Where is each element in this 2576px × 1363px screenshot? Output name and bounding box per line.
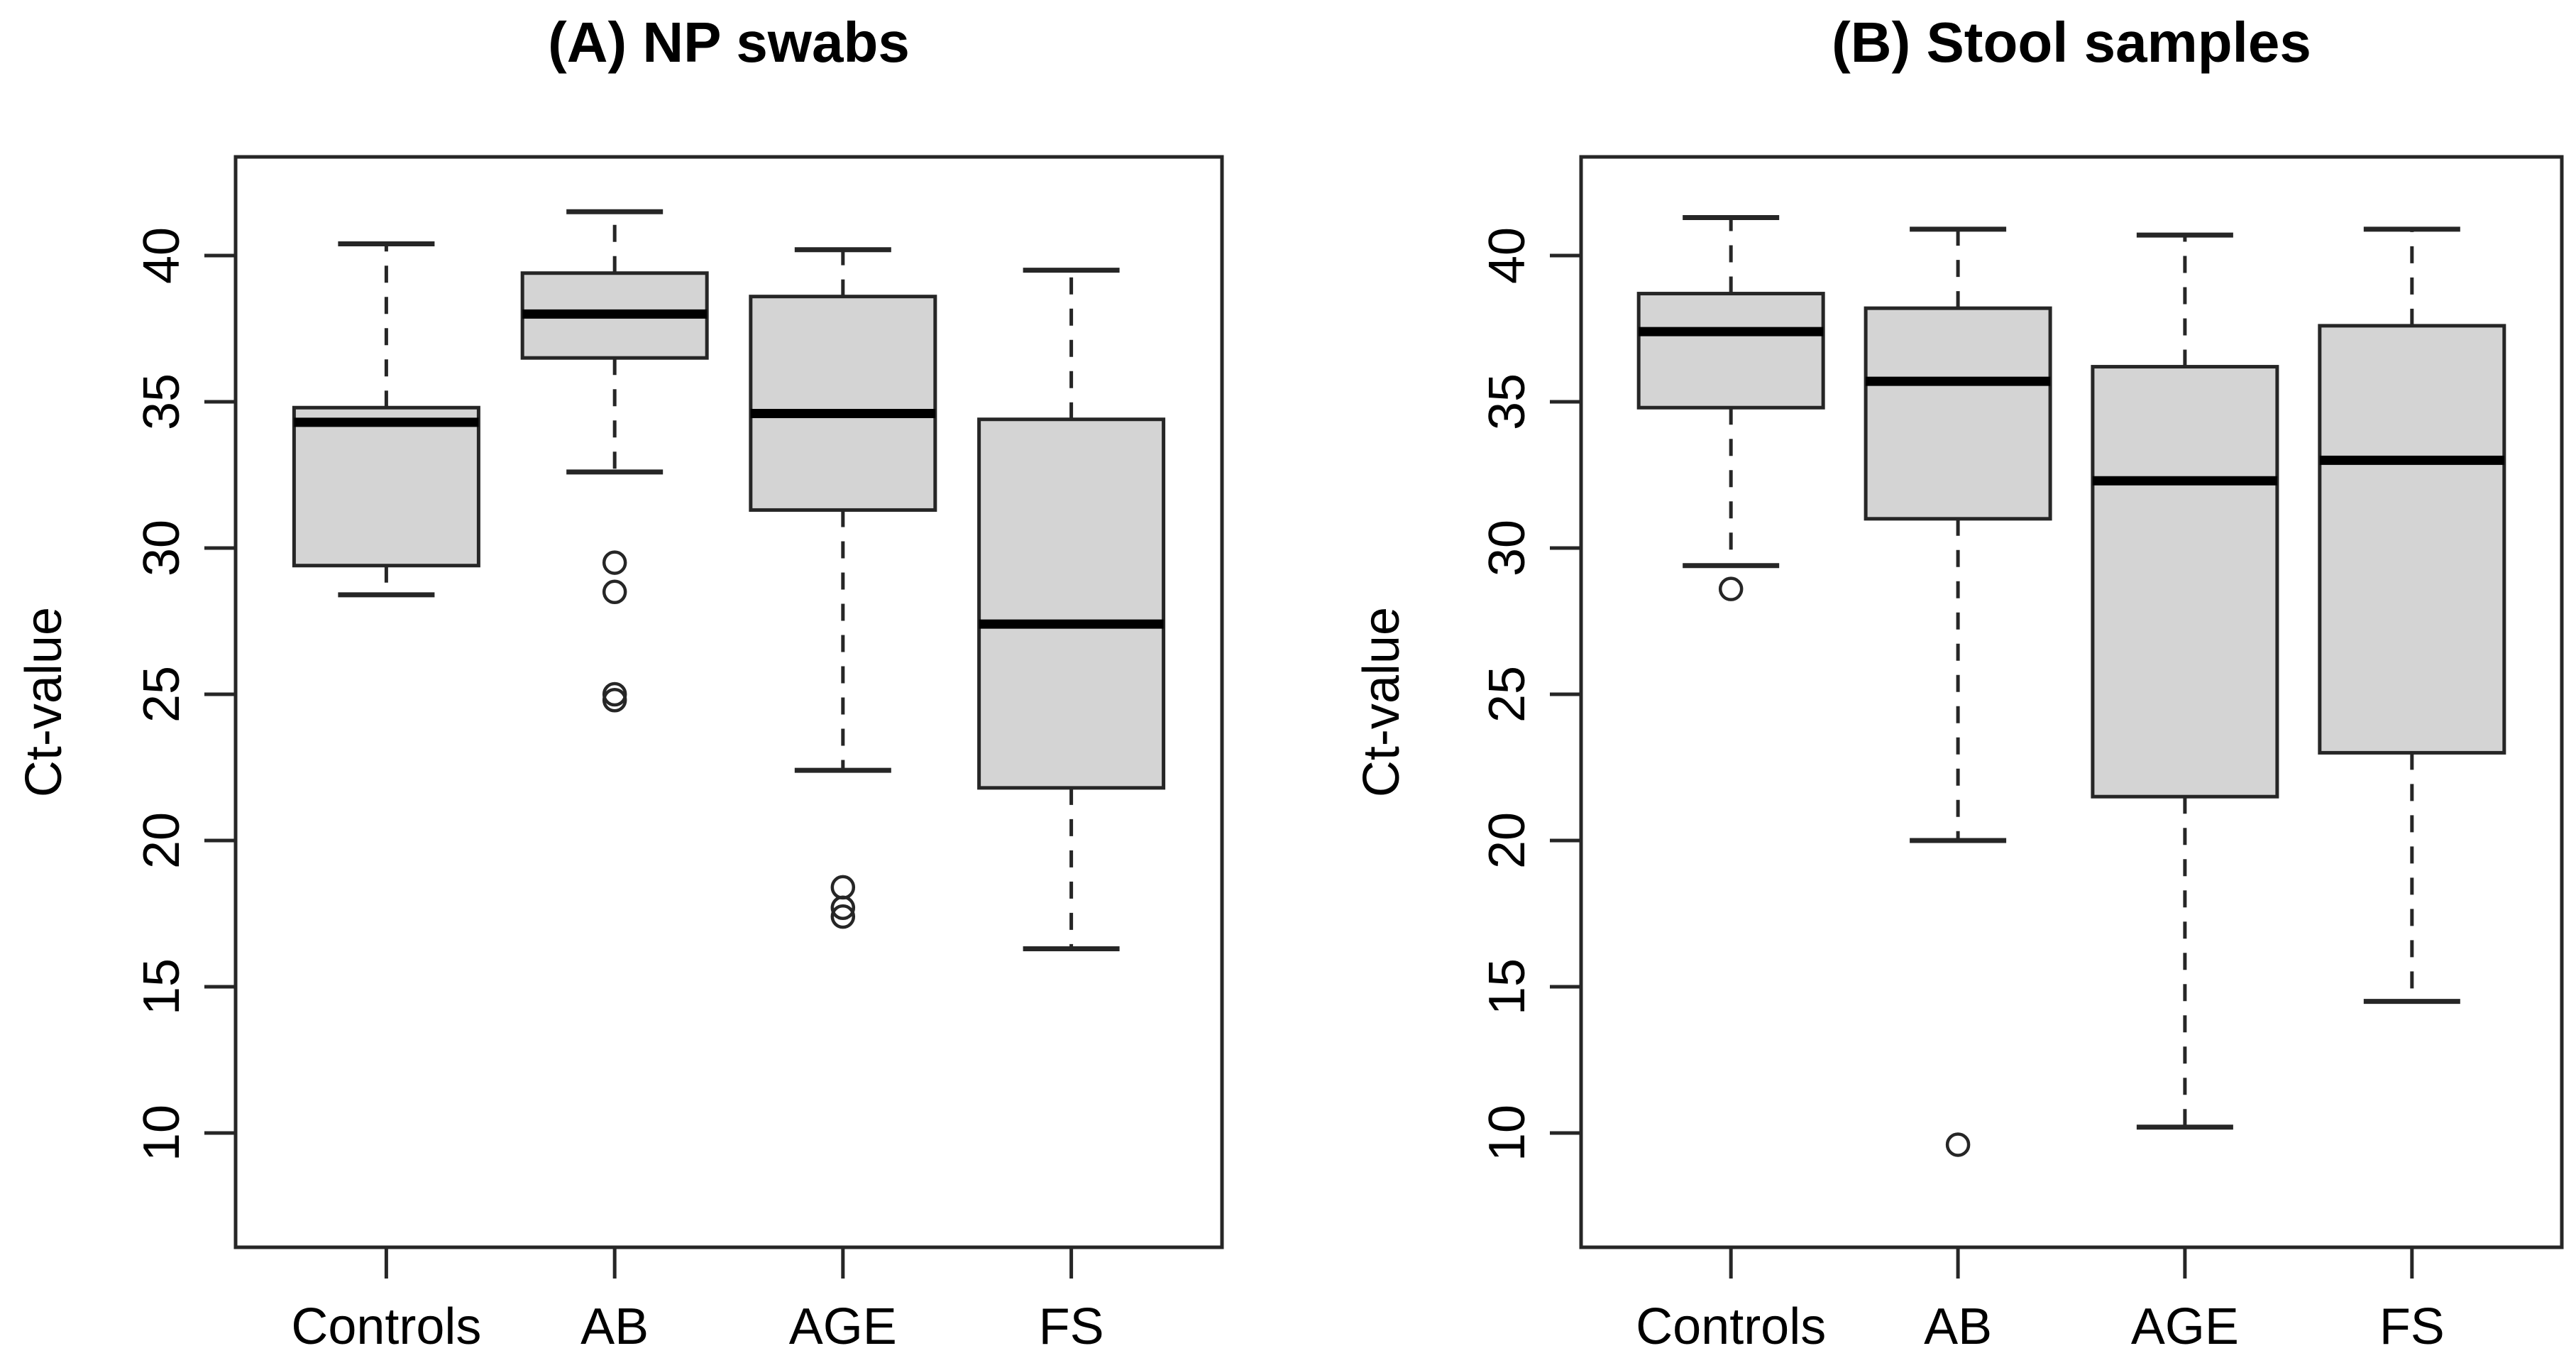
iqr-box <box>977 417 1166 790</box>
panel-a-x-tick-label-age: AGE <box>789 1298 897 1355</box>
panel-a-box-age <box>749 247 937 929</box>
panel-b-x-tick-label-controls: Controls <box>1636 1298 1826 1355</box>
panel-a-title: (A) NP swabs <box>548 11 910 74</box>
panel-b-title: (B) Stool samples <box>1832 11 2311 74</box>
panel-b-box-ab <box>1864 226 2052 1157</box>
panel-b-x-tick-label-ab: AB <box>1924 1298 1992 1355</box>
panel-b-y-tick-label: 10 <box>1479 1105 1536 1161</box>
panel-a-x-tick-label-fs: FS <box>1039 1298 1104 1355</box>
outlier-point <box>602 579 627 605</box>
outlier-point <box>1945 1132 1971 1157</box>
outlier-point <box>602 550 627 575</box>
panel-a-y-axis-label: Ct-value <box>16 606 72 798</box>
panel-b-y-tick-label: 15 <box>1479 958 1536 1015</box>
panel-b-plot-frame <box>1579 155 2564 1249</box>
panel-a-y-tick-label: 35 <box>133 373 190 430</box>
panel-a-y-tick-label: 25 <box>133 666 190 723</box>
panel-a-y-axis: 10 15 20 25 30 35 40 <box>133 227 236 1161</box>
panel-a-x-tick-label-ab: AB <box>580 1298 649 1355</box>
iqr-box <box>749 295 937 512</box>
panel-a: 10 15 20 25 30 35 40 Controls AB AGE FS <box>133 155 1224 1355</box>
iqr-box <box>2091 365 2279 799</box>
panel-b-x-tick-label-fs: FS <box>2379 1298 2445 1355</box>
panel-a-y-tick-label: 10 <box>133 1105 190 1161</box>
outlier-point <box>830 895 856 921</box>
panel-b: 10 15 20 25 30 35 40 Controls AB AGE FS <box>1479 155 2564 1355</box>
panel-b-y-tick-label: 40 <box>1479 227 1536 284</box>
iqr-box <box>1864 306 2052 521</box>
outlier-point <box>830 904 856 929</box>
panel-b-x-tick-label-age: AGE <box>2131 1298 2239 1355</box>
panel-a-y-tick-label: 30 <box>133 520 190 576</box>
panel-a-box-fs <box>977 268 1166 951</box>
panel-a-y-tick-label: 15 <box>133 958 190 1015</box>
panel-a-x-tick-label-controls: Controls <box>291 1298 481 1355</box>
iqr-box <box>1636 292 1825 410</box>
panel-b-box-age <box>2091 232 2279 1130</box>
panel-a-y-tick-label: 20 <box>133 812 190 869</box>
iqr-box <box>292 405 480 568</box>
panel-b-y-tick-label: 30 <box>1479 520 1536 576</box>
panel-a-x-axis: Controls AB AGE FS <box>291 1247 1104 1355</box>
outlier-point <box>830 875 856 900</box>
panel-b-box-fs <box>2318 226 2506 1005</box>
panel-b-y-axis: 10 15 20 25 30 35 40 <box>1479 227 1581 1161</box>
panel-a-y-tick-label: 40 <box>133 227 190 284</box>
panel-a-box-ab <box>520 209 709 713</box>
panel-b-y-tick-label: 25 <box>1479 666 1536 723</box>
panel-b-box-controls <box>1636 214 1825 601</box>
outlier-point <box>1718 576 1744 601</box>
panel-a-box-controls <box>292 241 480 598</box>
panel-b-y-axis-label: Ct-value <box>1353 606 1410 798</box>
panel-b-y-tick-label: 35 <box>1479 373 1536 430</box>
panel-a-plot-frame <box>233 155 1224 1249</box>
outlier-point <box>602 687 627 713</box>
panel-b-y-tick-label: 20 <box>1479 812 1536 869</box>
iqr-box <box>2318 324 2506 755</box>
panel-b-x-axis: Controls AB AGE FS <box>1636 1247 2445 1355</box>
